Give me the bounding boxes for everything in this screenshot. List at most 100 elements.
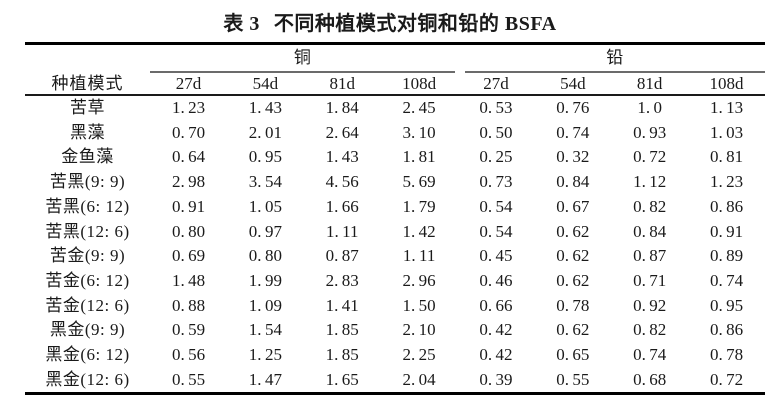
row-label: 苦金(9: 9) [49,246,126,266]
value-cell: 4. 56 [325,172,359,192]
value-cell: 0. 67 [556,196,590,216]
table-row: 苦草 1. 23 1. 43 1. 84 2. 45 0. 53 0. 76 1. 0 1. 1… [25,95,765,121]
table-row: 黑金(6: 12) 0. 56 1. 25 1. 85 2. 25 0. 42 0. 65 0… [25,343,765,368]
group-header-lead-cell: 铅 [458,44,765,73]
value-cell: 1. 23 [171,98,206,117]
value-cell: 1. 42 [402,221,436,241]
value-cell: 2. 45 [402,98,436,117]
value-cell: 0. 86 [709,320,744,340]
row-label: 黑金(9: 9) [49,320,126,340]
value-cell: 1. 48 [171,270,206,290]
row-label: 苦黑(12: 6) [45,221,130,241]
value-cell: 1. 85 [325,320,359,340]
value-cell: 0. 97 [248,221,282,241]
value-cell: 0. 88 [171,295,206,315]
col-header-pb-54d: 54d [534,73,612,96]
value-cell: 0. 54 [479,196,513,216]
value-cell: 1. 79 [402,196,436,216]
value-cell: 3. 10 [402,122,436,142]
value-cell: 0. 87 [633,246,667,266]
value-cell: 0. 84 [556,172,590,192]
value-cell: 0. 65 [556,345,590,365]
table-row: 黑藻 0. 70 2. 01 2. 64 3. 10 0. 50 0. 74 0. 93 1. … [25,121,765,146]
value-cell: 0. 39 [479,369,513,389]
row-label: 苦金(6: 12) [45,270,130,290]
value-cell: 0. 82 [633,196,667,216]
value-cell: 1. 84 [325,98,359,117]
value-cell: 1. 47 [248,369,282,389]
value-cell: 1. 25 [248,345,282,365]
value-cell: 1. 23 [709,172,744,192]
value-cell: 0. 64 [171,147,206,167]
column-header-planting-mode: 种植模式 [25,43,151,96]
value-cell: 0. 73 [479,172,513,192]
table-row: 苦黑(9: 9) 2. 98 3. 54 4. 56 5. 69 0. 73 0. 84 1.… [25,170,765,195]
group-header-row: 种植模式 铜 铅 [25,43,765,96]
table-row: 苦金(6: 12) 1. 48 1. 99 2. 83 2. 96 0. 46 0. 62 0… [25,269,765,294]
value-cell: 0. 72 [633,147,667,167]
value-cell: 2. 25 [402,345,436,365]
row-label: 黑藻 [70,122,106,142]
value-cell: 0. 76 [556,98,590,117]
row-label: 黑金(6: 12) [45,345,130,365]
col-header-pb-27d: 27d [457,73,535,96]
value-cell: 0. 93 [633,122,667,142]
value-cell: 1. 12 [633,172,667,192]
value-cell: 1. 65 [325,369,359,389]
row-label: 苦草 [70,98,106,117]
value-cell: 0. 62 [556,270,590,290]
value-cell: 2. 04 [402,369,436,389]
value-cell: 2. 64 [325,122,359,142]
value-cell: 0. 95 [248,147,282,167]
value-cell: 0. 71 [633,270,667,290]
value-cell: 0. 74 [633,345,667,365]
value-cell: 0. 69 [171,246,206,266]
value-cell: 0. 62 [556,246,590,266]
row-label: 苦黑(9: 9) [49,172,126,192]
value-cell: 1. 43 [325,147,359,167]
value-cell: 2. 83 [325,270,359,290]
value-cell: 2. 10 [402,320,436,340]
value-cell: 0. 82 [633,320,667,340]
value-cell: 1. 99 [248,270,282,290]
value-cell: 1. 13 [709,98,744,117]
value-cell: 1. 50 [402,295,436,315]
table-row: 苦金(12: 6) 0. 88 1. 09 1. 41 1. 50 0. 66 0. 78 0… [25,294,765,319]
value-cell: 0. 50 [479,122,513,142]
value-cell: 0. 42 [479,345,513,365]
value-cell: 0. 80 [248,246,282,266]
table-row: 黑金(12: 6) 0. 55 1. 47 1. 65 2. 04 0. 39 0. 55 0… [25,368,765,394]
col-header-cu-108d: 108d [380,73,458,96]
value-cell: 1. 03 [709,122,744,142]
table-row: 苦黑(6: 12) 0. 91 1. 05 1. 66 1. 79 0. 54 0. 67 0… [25,195,765,220]
table-number: 表 3 [223,13,260,35]
value-cell: 1. 66 [325,196,359,216]
value-cell: 0. 55 [556,369,590,389]
table-caption: 不同种植模式对铜和铅的 BSFA [273,13,557,35]
value-cell: 1. 0 [637,98,662,117]
table-title: 表 3 不同种植模式对铜和铅的 BSFA [0,7,780,36]
row-label: 金鱼藻 [61,147,114,167]
table-row: 苦黑(12: 6) 0. 80 0. 97 1. 11 1. 42 0. 54 0. 62 0… [25,220,765,245]
value-cell: 0. 62 [556,221,590,241]
value-cell: 0. 78 [709,345,744,365]
value-cell: 0. 74 [709,270,744,290]
value-cell: 0. 84 [633,221,667,241]
value-cell: 0. 25 [479,147,513,167]
value-cell: 1. 41 [325,295,359,315]
col-header-cu-81d: 81d [303,73,381,96]
col-header-pb-108d: 108d [688,73,765,96]
value-cell: 0. 74 [556,122,590,142]
value-cell: 2. 96 [402,270,436,290]
row-label: 苦金(12: 6) [45,295,130,315]
group-header-copper-cell: 铜 [150,44,457,73]
table-row: 苦金(9: 9) 0. 69 0. 80 0. 87 1. 11 0. 45 0. 62 0.… [25,244,765,269]
value-cell: 3. 54 [248,172,282,192]
value-cell: 0. 91 [709,221,744,241]
value-cell: 0. 78 [556,295,590,315]
value-cell: 0. 91 [171,196,206,216]
value-cell: 0. 54 [479,221,513,241]
value-cell: 2. 01 [248,122,282,142]
value-cell: 0. 55 [171,369,206,389]
value-cell: 1. 11 [402,246,436,266]
